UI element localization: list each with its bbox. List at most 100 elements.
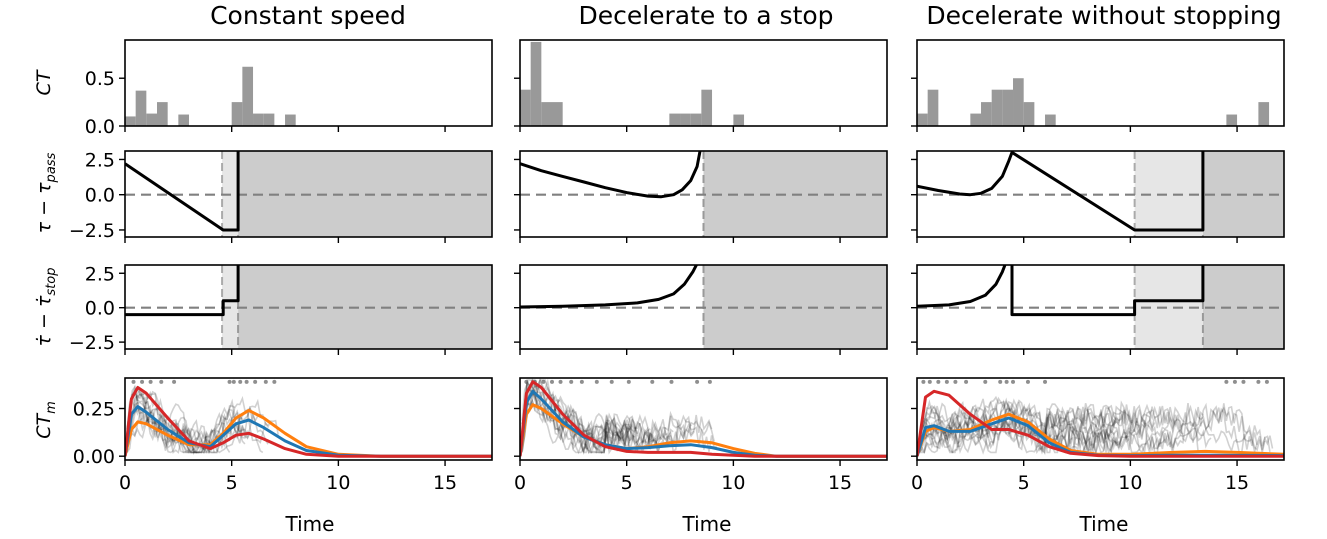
sample-trace (918, 401, 1258, 454)
plot-area (520, 378, 887, 458)
row-label-taudot-sub: stop (44, 268, 59, 296)
sample-trace (918, 396, 1266, 455)
x-tick-label: 5 (621, 472, 633, 494)
sample-trace (918, 406, 1130, 456)
series-line-orange (125, 408, 492, 458)
sample-end-marker (1011, 379, 1016, 384)
trace-line (917, 151, 1205, 232)
histogram-bar (231, 102, 243, 126)
sample-end-marker (998, 379, 1003, 384)
sample-trace (126, 401, 269, 454)
x-tick-label: 15 (828, 472, 852, 494)
sample-trace (521, 378, 667, 453)
sample-trace (918, 399, 1204, 454)
panel-r4-c3: 0 5 10 15 (911, 377, 1285, 494)
row-label-ct: CT (33, 69, 55, 95)
sample-trace (521, 383, 639, 454)
sample-end-marker (1264, 379, 1269, 384)
axes-frame (124, 150, 493, 238)
histogram-bar (733, 114, 745, 126)
axes-frame (124, 39, 493, 127)
sample-end-marker (159, 379, 164, 384)
sample-end-marker (695, 379, 700, 384)
sample-end-marker (669, 379, 674, 384)
plot-area (917, 151, 1284, 237)
histogram-bar (541, 102, 553, 126)
sample-trace (918, 401, 1184, 455)
sample-end-marker (244, 379, 249, 384)
sample-end-marker (558, 379, 563, 384)
sample-end-marker (1043, 379, 1048, 384)
trace-line (520, 265, 699, 309)
histogram-bar (125, 116, 136, 126)
sample-trace (919, 395, 1117, 454)
row-label-ctm-main: CT (33, 413, 55, 439)
sample-trace (126, 385, 254, 454)
sample-end-marker (579, 379, 584, 384)
panel-r1-c2 (514, 39, 888, 132)
histogram-bar (157, 102, 168, 126)
sample-trace (126, 398, 262, 454)
plot-area (917, 265, 1284, 349)
y-tick-label: 0.0 (85, 185, 115, 207)
sample-end-marker (707, 379, 712, 384)
panel-r3-c2 (514, 264, 888, 355)
sample-end-marker (524, 379, 529, 384)
histogram-bar (981, 102, 992, 126)
series-line-blue (125, 405, 492, 458)
svg-text:τ − τpass: τ − τpass (33, 152, 59, 233)
x-axis-label-col3: Time (1079, 512, 1129, 536)
plot-area (520, 41, 745, 126)
panel-r4-c2: 0 5 10 15 (514, 377, 888, 494)
sample-end-marker (921, 379, 926, 384)
histogram-bar (701, 89, 713, 126)
axes-frame (916, 377, 1285, 461)
histogram-bar (1258, 102, 1270, 126)
y-tick-label: 2.5 (85, 149, 115, 171)
x-tick-label: 5 (1018, 472, 1030, 494)
histogram-bar (253, 113, 264, 126)
histogram-bar (135, 90, 147, 126)
y-tick-label: 0.25 (73, 399, 115, 421)
sample-trace (126, 388, 210, 454)
sample-trace (521, 382, 715, 453)
sample-end-marker (140, 379, 145, 384)
sample-trace (521, 388, 717, 455)
histogram-bar (1002, 89, 1014, 126)
histogram-bar (285, 114, 296, 126)
row-label-ctm-sub: m (44, 401, 59, 414)
histogram-bar (1045, 114, 1056, 126)
histogram-bar (530, 41, 542, 126)
sample-end-marker (609, 379, 614, 384)
sample-end-marker (983, 379, 988, 384)
histogram-bar (927, 89, 939, 126)
sample-end-marker (550, 379, 555, 384)
panel-r2-c3 (911, 150, 1285, 243)
x-tick-label: 15 (1225, 472, 1249, 494)
histogram-bar (552, 102, 563, 126)
sample-end-marker (964, 379, 969, 384)
histogram-bar (1226, 114, 1238, 126)
x-tick-label: 0 (514, 472, 526, 494)
row-label-tau-sub: pass (44, 152, 59, 183)
axes-frame (916, 39, 1285, 127)
panel-r1-c1: 0.0 0.5 (85, 39, 493, 138)
sample-end-marker (148, 379, 153, 384)
sample-end-marker (253, 379, 258, 384)
y-tick-label: 0.0 (85, 116, 115, 138)
x-tick-label: 10 (1118, 472, 1142, 494)
x-tick-label: 0 (119, 472, 131, 494)
panel-r2-c2 (514, 150, 888, 243)
x-tick-label: 5 (226, 472, 238, 494)
series-line-red (917, 389, 1284, 458)
sample-end-marker (594, 379, 599, 384)
plot-area (917, 78, 1270, 126)
x-tick-label: 10 (721, 472, 745, 494)
sample-end-marker (927, 379, 932, 384)
sample-end-marker (944, 379, 949, 384)
row-label-ctm: CTm (33, 401, 59, 439)
series-line-red (520, 380, 887, 458)
sample-end-marker (238, 379, 243, 384)
sample-end-marker (650, 379, 655, 384)
